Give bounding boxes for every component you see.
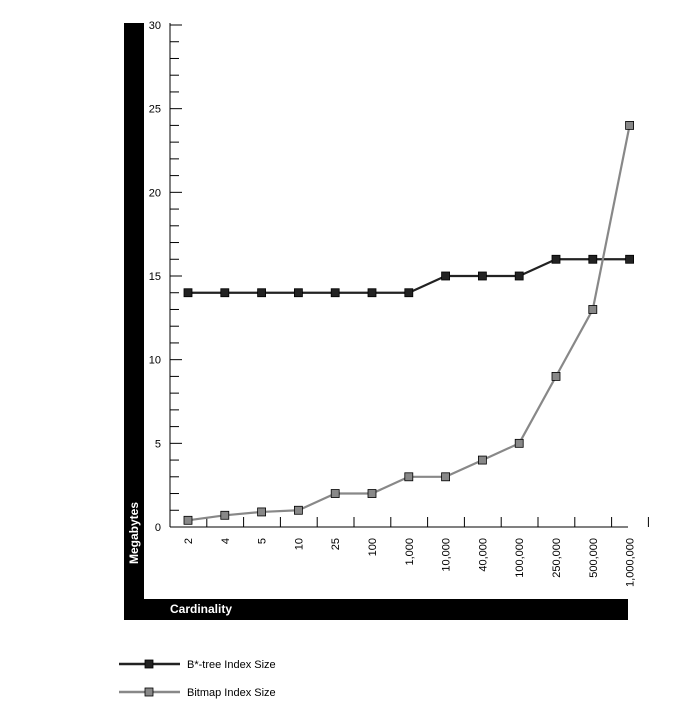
x-axis-label: Cardinality [170,602,232,616]
y-tick-label: 5 [155,438,161,450]
y-tick-label: 10 [149,355,161,367]
data-point-btree [257,288,267,298]
data-point-bitmap [477,455,487,465]
y-tick-label: 25 [149,104,161,116]
data-point-bitmap [367,489,377,498]
data-point-btree [330,288,340,298]
data-point-bitmap [220,510,230,520]
data-point-btree [477,271,487,281]
data-point-btree [588,254,598,264]
data-point-btree [220,288,230,298]
x-axis-label-bar [124,599,628,620]
x-tick-label: 1,000,000 [625,538,637,587]
data-point-bitmap [293,505,303,515]
data-point-btree [183,288,193,298]
x-tick-label: 100,000 [514,538,526,578]
x-tick-label: 250,000 [551,538,563,578]
data-point-bitmap [257,507,267,517]
y-tick-label: 15 [149,271,161,283]
data-point-btree [404,288,414,298]
x-tick-label: 500,000 [588,538,600,578]
y-tick-label: 20 [149,187,161,199]
data-point-btree [551,254,561,264]
legend: B*-tree Index Size Bitmap Index Size [119,659,276,699]
data-point-btree [441,271,451,281]
y-tick-label: 0 [155,522,161,534]
x-tick-label: 40,000 [477,538,489,572]
series-line-btree [188,258,630,294]
data-point-btree [367,288,377,298]
y-ticks: 0 5 10 15 20 25 30 [149,20,182,534]
data-point-bitmap [514,438,524,448]
y-axis-label: Megabytes [127,502,141,564]
x-tick-label: 100 [367,538,379,556]
legend-marker-bitmap [144,687,154,697]
x-tick-label: 25 [330,538,342,550]
x-tick-label: 4 [220,538,232,544]
x-ticks: 2 4 5 10 25 100 1,000 10,000 40,000 100,000 250,00… [183,517,649,587]
legend-marker-btree [144,659,154,669]
y-axis-label-bar [124,23,144,620]
x-tick-label: 2 [183,538,195,544]
y-tick-label: 30 [149,20,161,32]
data-point-btree [514,271,524,281]
series-group [183,121,634,525]
data-point-bitmap [404,472,414,482]
data-point-bitmap [588,305,598,314]
data-point-btree [293,288,303,298]
data-point-bitmap [330,489,340,498]
data-point-bitmap [441,472,451,482]
x-tick-label: 10,000 [441,538,453,572]
x-tick-label: 1,000 [404,538,416,566]
x-tick-label: 10 [293,538,305,550]
legend-label-bitmap: Bitmap Index Size [187,687,276,699]
legend-label-btree: B*-tree Index Size [187,659,276,671]
data-point-bitmap [625,121,634,130]
data-point-bitmap [551,371,561,381]
data-point-btree [625,254,634,264]
data-point-bitmap [183,515,193,525]
x-tick-label: 5 [257,538,269,544]
series-line-bitmap [187,125,631,522]
